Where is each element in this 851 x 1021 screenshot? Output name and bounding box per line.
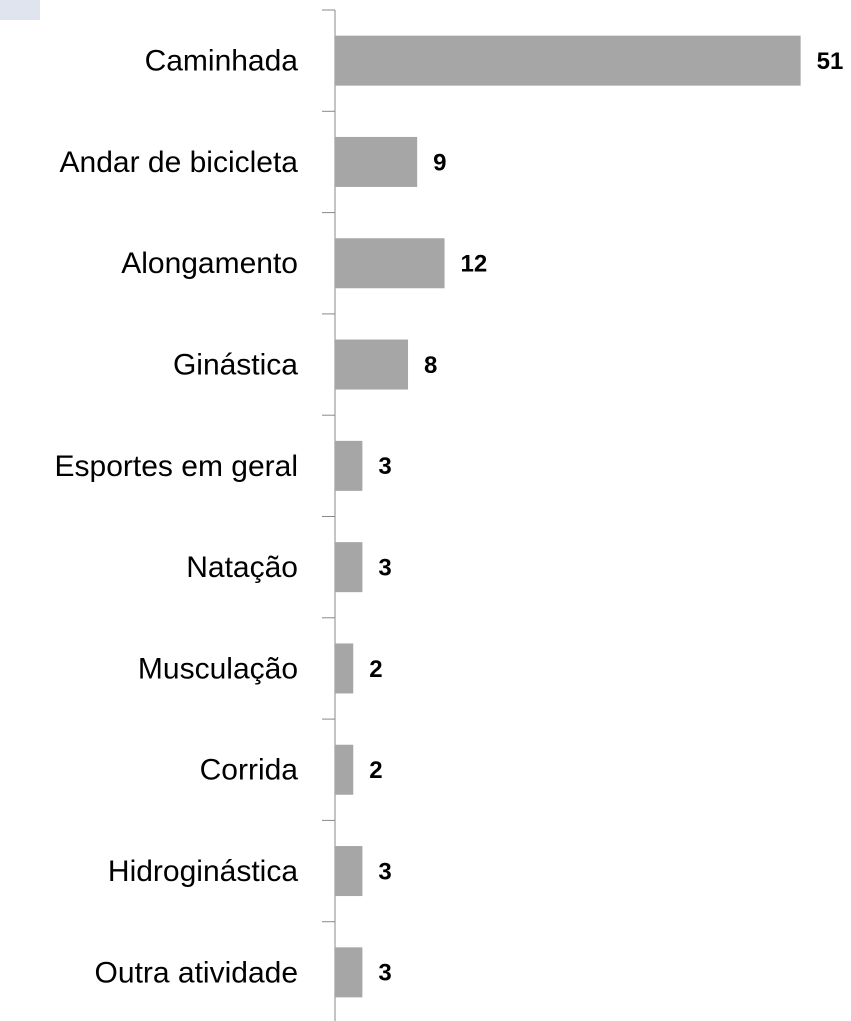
bar: [335, 542, 363, 593]
bar: [335, 136, 418, 187]
bar: [335, 35, 801, 86]
bar: [335, 339, 409, 390]
category-label: Alongamento: [121, 247, 298, 280]
category-label: Caminhada: [145, 45, 299, 78]
category-label: Musculação: [138, 652, 298, 685]
value-label: 2: [369, 757, 382, 784]
bar: [335, 846, 363, 897]
category-label: Natação: [186, 551, 298, 584]
value-label: 2: [369, 656, 382, 683]
value-label: 9: [433, 149, 446, 176]
value-label: 3: [378, 554, 391, 581]
category-label: Corrida: [200, 754, 299, 787]
value-label: 3: [378, 858, 391, 885]
category-label: Andar de bicicleta: [60, 146, 299, 179]
bar: [335, 744, 354, 795]
bar: [335, 440, 363, 491]
value-label: 3: [378, 960, 391, 987]
bar: [335, 643, 354, 694]
category-label: Hidroginástica: [108, 855, 298, 888]
corner-decoration: [0, 0, 40, 20]
category-label: Ginástica: [173, 348, 298, 381]
value-label: 51: [817, 48, 844, 75]
value-label: 8: [424, 352, 437, 379]
category-label: Outra atividade: [95, 956, 298, 989]
value-label: 3: [378, 453, 391, 480]
bar: [335, 947, 363, 998]
category-label: Esportes em geral: [55, 450, 298, 483]
value-label: 12: [461, 251, 488, 278]
bar: [335, 238, 445, 289]
